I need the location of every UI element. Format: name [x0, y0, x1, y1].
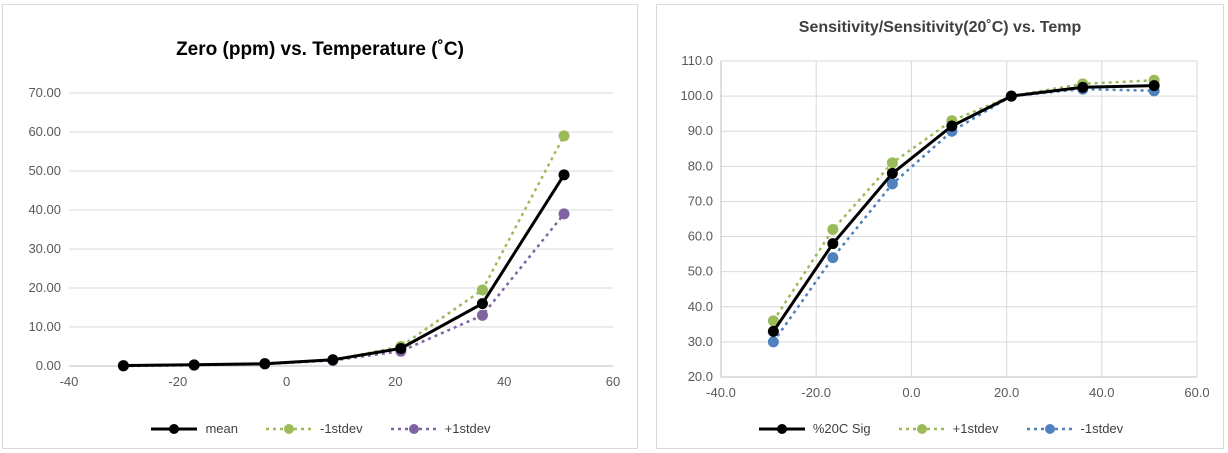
y-tick-label: 60.0 [688, 229, 713, 244]
x-tick-label: -20.0 [801, 385, 831, 400]
y-tick-label: 70.00 [28, 85, 61, 100]
chart-plot-area: 0.00 10.00 20.00 30.00 40.00 50.00 60.00 70.00 -… [28, 85, 620, 389]
data-point-mean [558, 169, 570, 181]
y-tick-label: 50.0 [688, 264, 713, 279]
y-tick-label: 10.00 [28, 319, 61, 334]
x-tick-label: 60 [606, 374, 620, 389]
series-line-mean [123, 174, 566, 368]
data-point-mean [259, 358, 271, 370]
legend-label: +1stdev [444, 421, 491, 436]
x-tick-label: 0 [283, 374, 290, 389]
data-point-+1stdev [558, 208, 570, 220]
x-tick-label: 20 [388, 374, 402, 389]
y-tick-label: 20.00 [28, 280, 61, 295]
data-point-%20C Sig [1148, 80, 1160, 92]
legend-swatch [758, 423, 805, 434]
legend-swatch [898, 423, 945, 434]
data-point-+1stdev [827, 224, 839, 236]
data-point-%20C Sig [1077, 81, 1089, 93]
chart-title: Zero (ppm) vs. Temperature (˚C) [176, 39, 464, 60]
legend-label: -1stdev [319, 421, 363, 436]
data-point-+1stdev [886, 157, 898, 169]
data-point-mean [117, 360, 129, 372]
x-tick-label: 40.0 [1089, 385, 1114, 400]
data-point-%20C Sig [886, 167, 898, 179]
data-point-+1stdev [476, 309, 488, 321]
legend-label: %20C Sig [812, 421, 871, 436]
legend-swatch [1026, 423, 1073, 434]
chart-legend: mean -1stdev +1stdev [3, 421, 637, 436]
legend-item: +1stdev [897, 421, 999, 436]
data-point-%20C Sig [946, 120, 958, 132]
series-line-%20C Sig [772, 84, 1155, 333]
data-point-mean [188, 359, 200, 371]
data-point--1stdev [886, 178, 898, 190]
legend-item: %20C Sig [757, 421, 871, 436]
data-point--1stdev [558, 130, 570, 142]
y-tick-label: 100.0 [680, 88, 713, 103]
legend-swatch [390, 423, 437, 434]
y-tick-label: 20.0 [688, 369, 713, 384]
y-tick-label: 110.0 [681, 53, 713, 68]
data-point-mean [395, 342, 407, 354]
x-tick-label: -40.0 [706, 385, 736, 400]
series-line-+1stdev [772, 79, 1155, 322]
series-line--1stdev [123, 135, 566, 368]
chart-plot-area: 20.0 30.0 40.0 50.0 60.0 70.0 80.0 90.0 100.0 110… [680, 53, 1209, 400]
chart-legend: %20C Sig +1stdev -1stdev [657, 421, 1223, 436]
x-tick-label: 0.0 [902, 385, 920, 400]
sensitivity-vs-temperature-chart: Sensitivity/Sensitivity(20˚C) vs. Temp 2… [656, 4, 1224, 449]
y-tick-label: 70.0 [688, 193, 713, 208]
legend-item: -1stdev [1025, 421, 1124, 436]
legend-label: mean [205, 421, 238, 436]
x-tick-label: -20 [168, 374, 187, 389]
legend-swatch [265, 423, 312, 434]
series-line--1stdev [772, 87, 1155, 343]
y-tick-label: 60.00 [28, 124, 61, 139]
y-tick-label: 30.0 [688, 334, 713, 349]
y-tick-label: 90.0 [688, 123, 713, 138]
data-point--1stdev [767, 336, 779, 348]
y-tick-label: 50.00 [28, 163, 61, 178]
legend-item: -1stdev [264, 421, 363, 436]
data-point--1stdev [476, 284, 488, 296]
x-tick-label: -40 [60, 374, 79, 389]
data-point-%20C Sig [1005, 90, 1017, 102]
legend-swatch [151, 423, 198, 434]
y-tick-label: 40.00 [28, 202, 61, 217]
zero-vs-temperature-chart: Zero (ppm) vs. Temperature (˚C) 0.00 10.0… [2, 4, 638, 449]
data-point-mean [476, 298, 488, 310]
legend-label: -1stdev [1080, 421, 1124, 436]
legend-item: mean [149, 421, 238, 436]
legend-label: +1stdev [952, 421, 999, 436]
data-point-mean [327, 354, 339, 366]
x-tick-label: 60.0 [1184, 385, 1209, 400]
x-tick-label: 40 [497, 374, 511, 389]
legend-item: +1stdev [389, 421, 491, 436]
y-tick-label: 40.0 [688, 299, 713, 314]
data-point--1stdev [827, 252, 839, 264]
data-point-+1stdev [767, 315, 779, 327]
y-tick-label: 0.00 [36, 358, 61, 373]
y-tick-label: 80.0 [688, 158, 713, 173]
series-line-+1stdev [123, 213, 565, 368]
x-tick-label: 20.0 [994, 385, 1019, 400]
y-tick-label: 30.00 [28, 241, 61, 256]
data-point-%20C Sig [827, 238, 839, 250]
data-point-%20C Sig [767, 325, 779, 337]
chart-title: Sensitivity/Sensitivity(20˚C) vs. Temp [798, 19, 1082, 36]
